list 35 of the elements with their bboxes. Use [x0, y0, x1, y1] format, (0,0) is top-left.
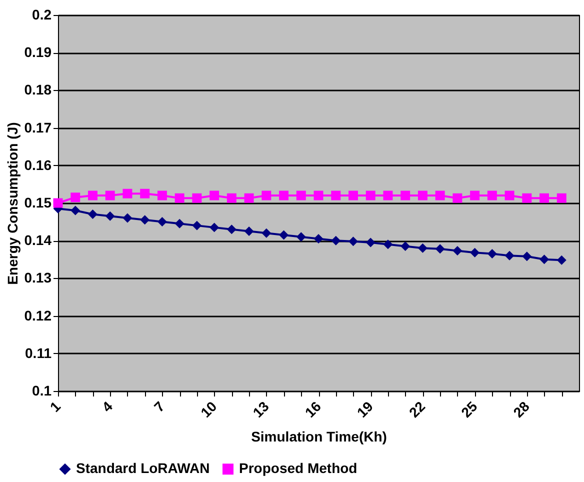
- y-tick-label: 0.15: [24, 194, 52, 210]
- point: [88, 210, 98, 220]
- y-tick-label: 0.19: [24, 44, 52, 60]
- y-tick-label: 0.18: [24, 82, 52, 98]
- x-tick-label: 1: [46, 398, 64, 415]
- x-tick-label: 22: [406, 398, 428, 420]
- x-tick-label: 16: [302, 398, 324, 420]
- x-tick-label: 7: [150, 398, 168, 415]
- x-tick-label: 10: [197, 398, 220, 420]
- point: [487, 249, 497, 259]
- y-tick-label: 0.13: [24, 270, 52, 286]
- x-axis-title: Simulation Time(Kh): [251, 428, 387, 444]
- x-tick-label: 4: [98, 398, 116, 415]
- x-tick-label: 13: [250, 398, 272, 420]
- y-tick-label: 0.11: [25, 344, 52, 361]
- point: [88, 190, 98, 200]
- x-tick-label: 19: [354, 398, 376, 420]
- y-tick-label: 0.12: [24, 307, 52, 324]
- legend-label: Standard LoRAWAN: [76, 460, 210, 476]
- x-tick-label: 28: [510, 398, 532, 420]
- x-tick-label: 25: [458, 398, 480, 420]
- point: [348, 236, 358, 246]
- point: [348, 190, 358, 200]
- point: [279, 230, 289, 240]
- point: [540, 193, 550, 203]
- y-tick-label: 0.2: [32, 6, 52, 22]
- point: [279, 190, 289, 200]
- y-tick-label: 0.1: [32, 382, 52, 398]
- point: [400, 241, 410, 251]
- y-tick-label: 0.16: [24, 156, 52, 173]
- y-axis-title: Energy Consumption (J): [4, 122, 20, 285]
- y-tick-label: 0.14: [24, 232, 52, 248]
- legend-label: Proposed Method: [239, 460, 358, 476]
- y-tick-label: 0.17: [24, 119, 52, 136]
- point: [540, 254, 550, 264]
